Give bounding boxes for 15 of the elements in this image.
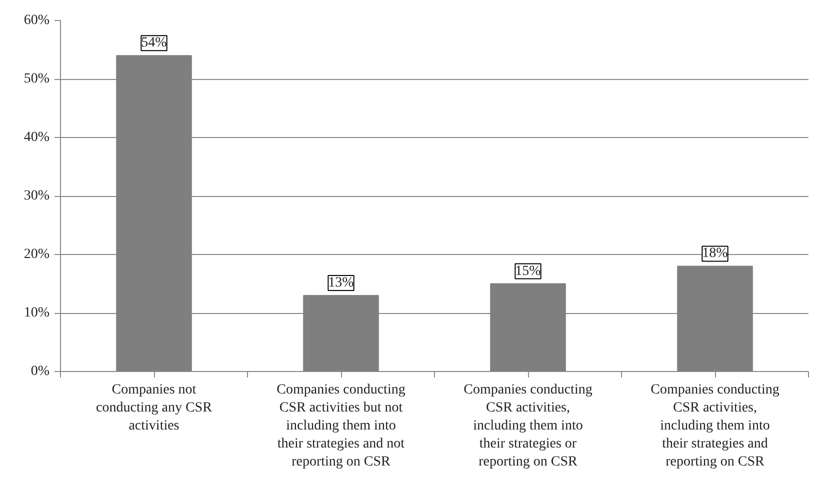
y-tick-label: 50% [24, 72, 50, 86]
y-tick-label: 30% [24, 188, 50, 204]
x-tick-label: Companies conducting CSR activities, including them into their strategies and reporting on CSR [650, 382, 780, 470]
y-tick-label: 60% [24, 13, 50, 28]
y-tick-label: 40% [24, 130, 50, 145]
data-label: 13% [328, 275, 354, 290]
x-tick-label: Companies conducting CSR activities but not including them into their strategies and not reporting on CSR [276, 382, 406, 470]
data-label: 54% [141, 36, 168, 51]
y-tick-label: 20% [24, 247, 50, 262]
y-tick-label: 10% [24, 306, 50, 320]
data-label: 18% [702, 246, 728, 262]
y-tick-label: 0% [30, 364, 50, 379]
x-tick-label: Companies conducting CSR activities, including them into their strategies or reporting on CSR [464, 382, 592, 470]
data-label: 15% [515, 264, 542, 279]
x-tick-label: Companies not conducting any CSR activities [96, 382, 213, 434]
